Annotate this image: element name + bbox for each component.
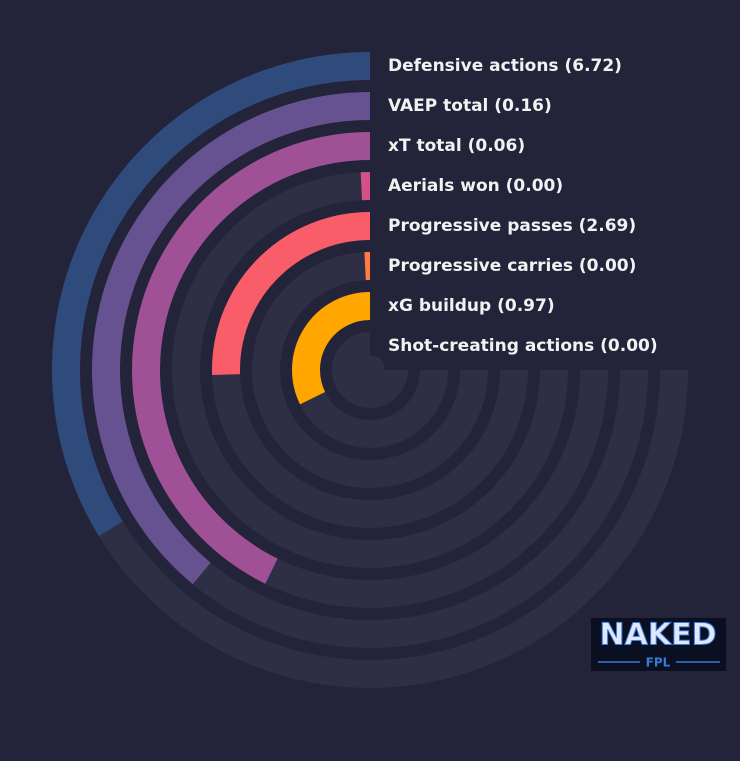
bar-label: Defensive actions (6.72): [388, 56, 622, 76]
center-dot: [355, 355, 385, 385]
bar-label: Shot-creating actions (0.00): [388, 336, 658, 356]
radial-bars: Defensive actions (6.72) VAEP total (0.16…: [66, 56, 674, 674]
logo: NAKED FPL: [591, 618, 726, 672]
bar-label: xG buildup (0.97): [388, 296, 555, 316]
bar-label: Progressive passes (2.69): [388, 216, 636, 236]
bar-label: Aerials won (0.00): [388, 176, 563, 196]
bar-label: VAEP total (0.16): [388, 96, 552, 116]
logo-text: NAKED: [600, 618, 717, 653]
bar-label: xT total (0.06): [388, 136, 525, 156]
logo-sub: FPL: [646, 656, 671, 670]
bar-label: Progressive carries (0.00): [388, 256, 636, 276]
